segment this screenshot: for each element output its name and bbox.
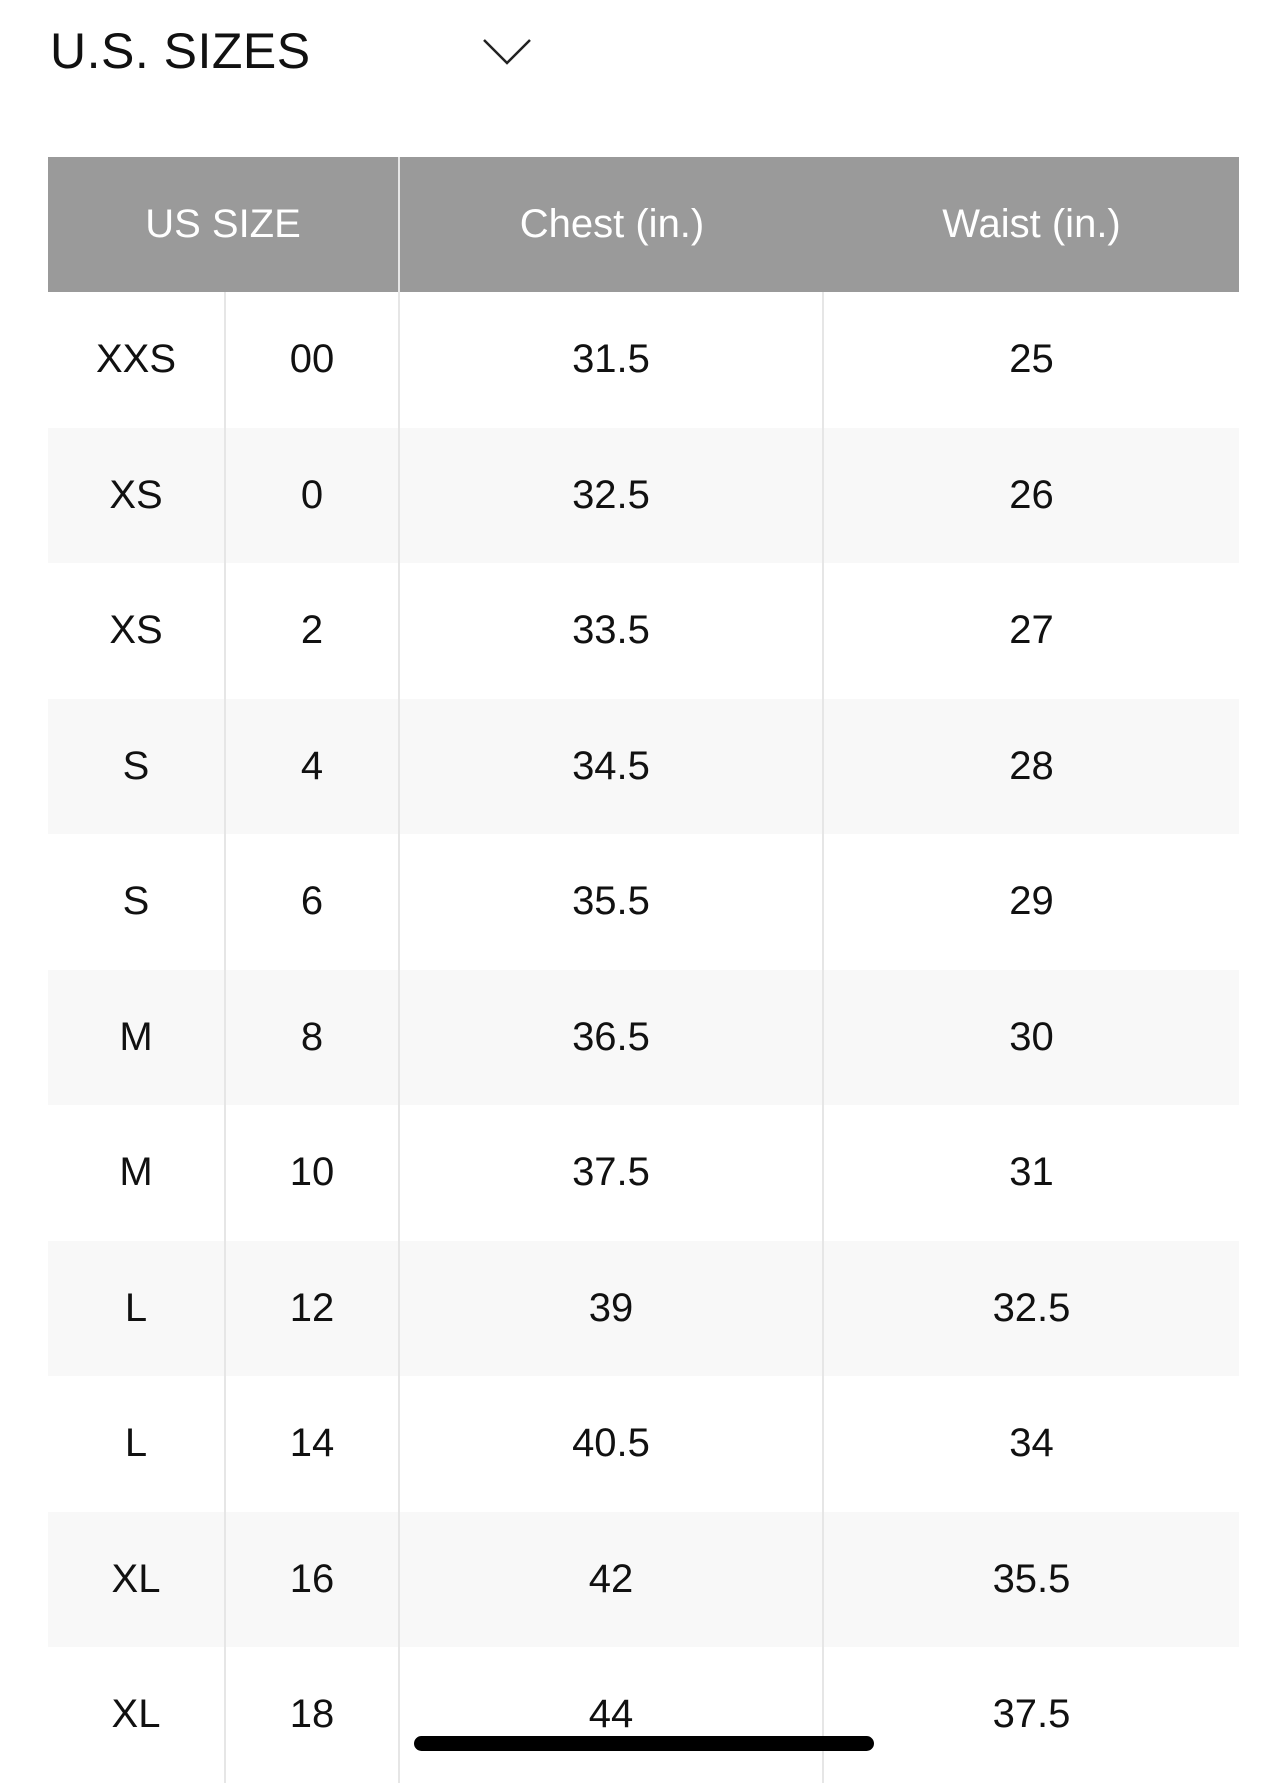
numeric-size-cell: 8 — [226, 969, 400, 1105]
table-row: XS 2 33.5 27 — [48, 563, 1239, 699]
chest-cell: 35.5 — [400, 834, 824, 970]
numeric-size-cell: 14 — [226, 1376, 400, 1512]
letter-size-cell: S — [48, 698, 226, 834]
chest-cell: 37.5 — [400, 1105, 824, 1241]
column-header-waist: Waist (in.) — [942, 202, 1121, 246]
numeric-size-cell: 00 — [226, 292, 400, 428]
numeric-size-cell: 18 — [226, 1647, 400, 1783]
chest-cell: 44 — [400, 1647, 824, 1783]
size-chart-table: US SIZE Chest (in.) Waist (in.) XXS 00 31.… — [48, 157, 1239, 1783]
letter-size-cell: L — [48, 1376, 226, 1512]
home-indicator[interactable] — [414, 1736, 874, 1751]
waist-cell: 29 — [1009, 879, 1054, 924]
letter-size-cell: XXS — [48, 292, 226, 428]
chest-cell: 39 — [400, 1240, 824, 1376]
waist-cell: 37.5 — [992, 1692, 1071, 1737]
table-row: XL 16 42 35.5 — [48, 1511, 1239, 1647]
size-system-title[interactable]: U.S. SIZES — [50, 23, 311, 79]
table-row: S 6 35.5 29 — [48, 834, 1239, 970]
numeric-size-cell: 4 — [226, 698, 400, 834]
waist-cell: 27 — [1009, 608, 1054, 653]
letter-size-cell: XL — [48, 1647, 226, 1783]
chest-cell: 36.5 — [400, 969, 824, 1105]
numeric-size-cell: 16 — [226, 1511, 400, 1647]
table-body: XXS 00 31.5 25 XS 0 32.5 26 XS 2 33.5 27 S 4 34.5 28 S 6 3… — [48, 292, 1239, 1783]
letter-size-cell: S — [48, 834, 226, 970]
table-row: XXS 00 31.5 25 — [48, 292, 1239, 428]
letter-size-cell: M — [48, 1105, 226, 1241]
column-header-us-size: US SIZE — [48, 157, 400, 292]
numeric-size-cell: 2 — [226, 563, 400, 699]
chest-cell: 40.5 — [400, 1376, 824, 1512]
column-header-chest: Chest (in.) — [519, 202, 705, 246]
letter-size-cell: XS — [48, 427, 226, 563]
letter-size-cell: M — [48, 969, 226, 1105]
waist-cell: 25 — [1009, 337, 1054, 382]
table-row: L 12 39 32.5 — [48, 1240, 1239, 1376]
chest-cell: 34.5 — [400, 698, 824, 834]
waist-cell: 35.5 — [992, 1556, 1071, 1601]
table-row: M 8 36.5 30 — [48, 969, 1239, 1105]
table-header: US SIZE Chest (in.) Waist (in.) — [48, 157, 1239, 292]
chest-cell: 32.5 — [400, 427, 824, 563]
numeric-size-cell: 12 — [226, 1240, 400, 1376]
numeric-size-cell: 10 — [226, 1105, 400, 1241]
table-row: XS 0 32.5 26 — [48, 427, 1239, 563]
waist-cell: 26 — [1009, 472, 1054, 517]
letter-size-cell: XL — [48, 1511, 226, 1647]
waist-cell: 32.5 — [992, 1285, 1071, 1330]
table-row: S 4 34.5 28 — [48, 698, 1239, 834]
chevron-down-icon[interactable] — [482, 36, 532, 66]
chest-cell: 42 — [400, 1511, 824, 1647]
waist-cell: 30 — [1009, 1014, 1054, 1059]
table-row: L 14 40.5 34 — [48, 1376, 1239, 1512]
waist-cell: 28 — [1009, 743, 1054, 788]
table-row: M 10 37.5 31 — [48, 1105, 1239, 1241]
waist-cell: 34 — [1009, 1421, 1054, 1466]
table-row: XL 18 44 37.5 — [48, 1647, 1239, 1783]
waist-cell: 31 — [1009, 1150, 1054, 1195]
letter-size-cell: XS — [48, 563, 226, 699]
chest-cell: 31.5 — [400, 292, 824, 428]
letter-size-cell: L — [48, 1240, 226, 1376]
chest-cell: 33.5 — [400, 563, 824, 699]
numeric-size-cell: 0 — [226, 427, 400, 563]
numeric-size-cell: 6 — [226, 834, 400, 970]
